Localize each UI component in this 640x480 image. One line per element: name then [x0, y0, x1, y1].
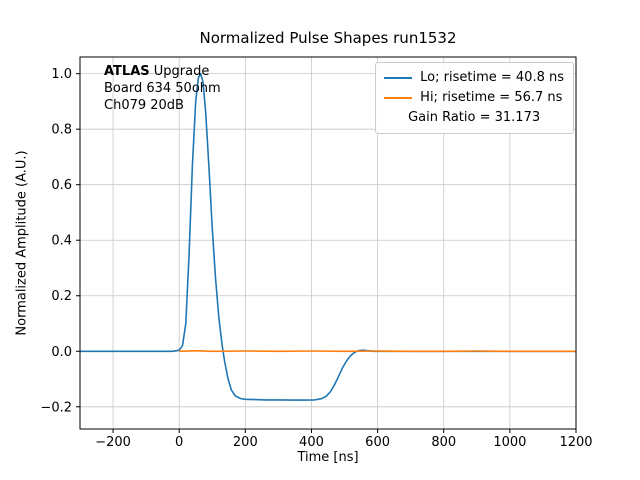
y-tick-label: 0.2: [51, 289, 72, 304]
x-tick-label: −200: [95, 435, 131, 450]
x-tick-label: 200: [233, 435, 258, 450]
annotation-line-2: Board 634 50ohm: [104, 81, 221, 96]
x-axis-label: Time [ns]: [297, 450, 359, 465]
y-axis-label: Normalized Amplitude (A.U.): [14, 150, 30, 336]
x-tick-label: 0: [175, 435, 183, 450]
hi-line-swatch: [384, 97, 413, 99]
chart-title: Normalized Pulse Shapes run1532: [199, 29, 457, 47]
axes-spines: [79, 56, 577, 430]
y-tick-label: 1.0: [51, 67, 72, 82]
series-line-1: [179, 349, 576, 353]
series-line-0: [80, 72, 576, 401]
annotation-line-3: Ch079 20dB: [104, 98, 184, 113]
legend-item-lo: Lo; risetime = 40.8 ns: [384, 68, 564, 88]
y-tick-label: −0.2: [40, 400, 72, 415]
x-tick-label: 1200: [559, 435, 592, 450]
x-tick-label: 400: [299, 435, 324, 450]
legend-label-hi: Hi; risetime = 56.7 ns: [420, 90, 563, 105]
y-tick-label: 0.6: [51, 178, 72, 193]
x-tick-label: 600: [365, 435, 390, 450]
annotation-upgrade: Upgrade: [149, 64, 210, 79]
y-tick-label: 0.8: [51, 123, 72, 138]
y-tick-label: 0.0: [51, 345, 72, 360]
legend-label-gain: Gain Ratio = 31.173: [408, 110, 541, 125]
annotation: ATLAS Upgrade Board 634 50ohm Ch079 20dB: [104, 63, 221, 114]
y-tick-label: 0.4: [51, 234, 72, 249]
annotation-atlas: ATLAS: [104, 64, 150, 79]
legend-item-gain: Gain Ratio = 31.173: [384, 108, 564, 128]
x-tick-label: 1000: [493, 435, 526, 450]
legend-label-lo: Lo; risetime = 40.8 ns: [420, 70, 564, 85]
legend-item-hi: Hi; risetime = 56.7 ns: [384, 88, 564, 108]
lo-line-swatch: [384, 77, 413, 79]
x-tick-label: 800: [431, 435, 456, 450]
annotation-line-1: ATLAS Upgrade: [104, 63, 221, 80]
legend: Lo; risetime = 40.8 ns Hi; risetime = 56…: [375, 62, 574, 134]
